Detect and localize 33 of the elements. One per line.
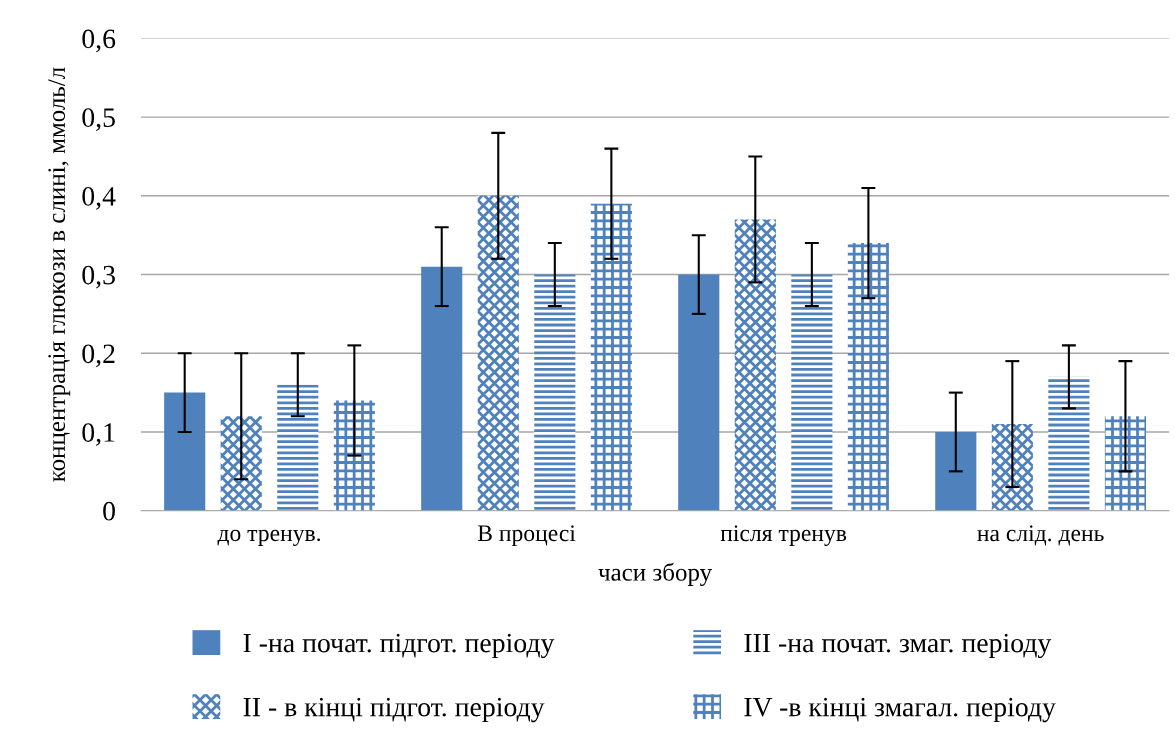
bar [935, 431, 977, 511]
bar [534, 274, 576, 511]
bar [678, 274, 720, 511]
y-tick-label: 0,4 [82, 186, 116, 210]
y-tick-label: 0,5 [82, 108, 115, 131]
legend-label: I -на почат. підгот. періоду [243, 633, 555, 659]
bar [734, 219, 776, 511]
legend-label: III -на почат. змаг. періоду [744, 633, 1052, 659]
y-tick-label: 0,3 [82, 265, 115, 289]
bar [277, 384, 319, 511]
x-tick-label: В процесі [477, 525, 576, 546]
legend-label: IV -в кінці змагал. періоду [744, 697, 1056, 723]
bar [791, 274, 833, 511]
bar [333, 400, 375, 511]
legend-label: II - в кінці підгот. періоду [243, 697, 545, 723]
bar [477, 195, 519, 511]
y-tick-label: 0,2 [82, 344, 115, 368]
y-tick-label: 0 [103, 501, 115, 521]
bar [421, 266, 463, 511]
bar [1048, 376, 1090, 511]
y-tick-label: 0,6 [82, 29, 116, 53]
x-tick-label: на слід. день [977, 525, 1104, 546]
bar [1104, 416, 1146, 511]
x-tick-label: до тренув. [217, 529, 321, 546]
x-axis-title: часи збору [598, 562, 713, 586]
y-tick-label: 0,1 [82, 423, 115, 446]
y-axis-title: концентрація глюкози в слині, ммоль/л [48, 67, 71, 482]
bar [590, 203, 632, 511]
bar [991, 424, 1033, 511]
bar [220, 416, 262, 511]
x-tick-label: після тренув [720, 525, 847, 546]
bar [847, 243, 889, 511]
bar [164, 392, 206, 511]
